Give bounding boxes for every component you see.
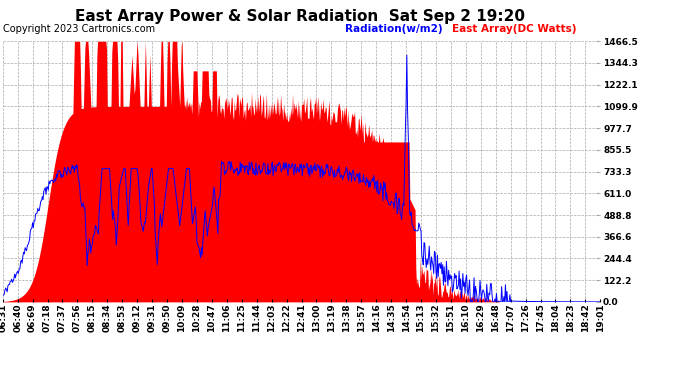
Text: East Array(DC Watts): East Array(DC Watts) <box>452 24 576 34</box>
Text: Radiation(w/m2): Radiation(w/m2) <box>345 24 442 34</box>
Text: Copyright 2023 Cartronics.com: Copyright 2023 Cartronics.com <box>3 24 155 34</box>
Text: East Array Power & Solar Radiation  Sat Sep 2 19:20: East Array Power & Solar Radiation Sat S… <box>75 9 525 24</box>
